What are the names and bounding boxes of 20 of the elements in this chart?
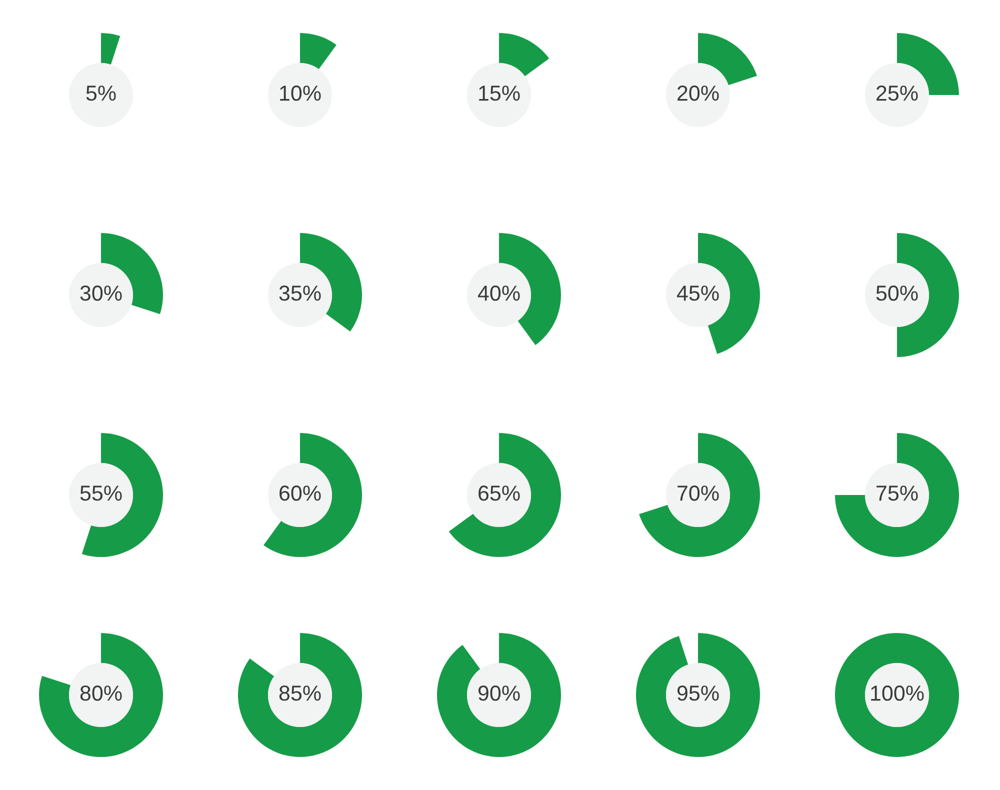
data-label: 50%: [876, 286, 918, 301]
data-label: 10%: [280, 86, 321, 101]
data-label: 45%: [676, 286, 719, 301]
data-label: 5%: [86, 86, 116, 101]
data-label: 30%: [80, 286, 122, 301]
data-label: 60%: [280, 486, 321, 501]
data-label: 85%: [279, 686, 321, 701]
data-label: 55%: [80, 486, 122, 501]
data-label: 75%: [876, 486, 918, 501]
data-label: 90%: [478, 686, 520, 701]
data-label: 25%: [876, 86, 918, 101]
data-label: 80%: [80, 686, 122, 701]
data-label: 40%: [478, 286, 520, 301]
data-label: 95%: [677, 686, 719, 701]
data-label: 35%: [279, 286, 321, 301]
data-label: 15%: [479, 86, 520, 101]
data-label: 20%: [678, 86, 719, 101]
data-label: 100%: [871, 686, 924, 701]
data-label: 65%: [478, 486, 520, 501]
data-label: 70%: [678, 486, 719, 501]
